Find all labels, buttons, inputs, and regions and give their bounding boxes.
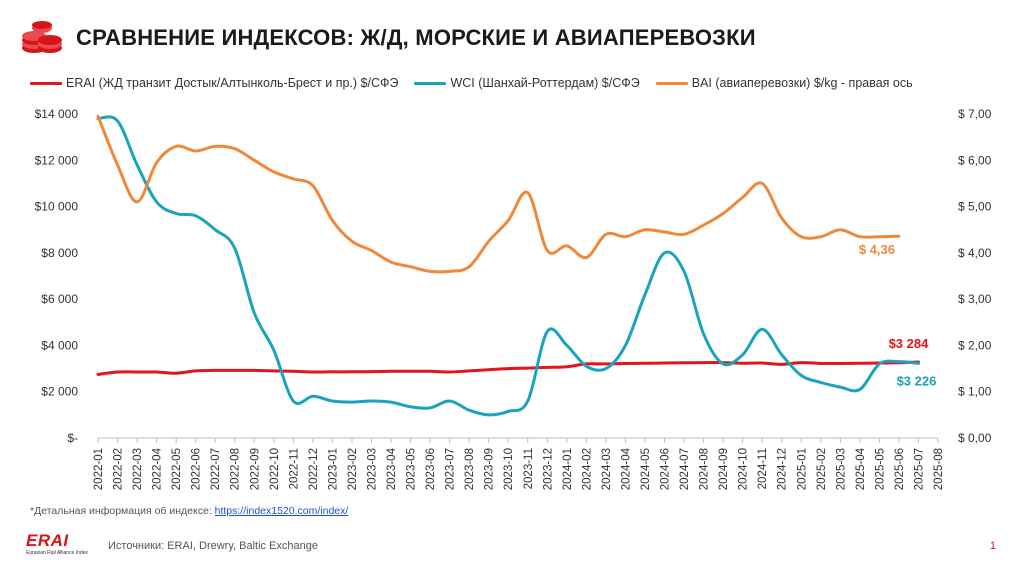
x-tick-label: 2024-03: [601, 448, 613, 490]
x-tick-label: 2025-07: [913, 448, 925, 490]
x-tick-label: 2025-01: [796, 448, 808, 490]
x-tick-label: 2023-12: [542, 448, 554, 490]
legend-label-erai: ERAI (ЖД транзит Достык/Алтынколь-Брест …: [66, 76, 399, 90]
y-left-tick-label: $12 000: [35, 153, 79, 167]
legend-item-wci: WCI (Шанхай-Роттердам) $/СФЭ: [414, 76, 640, 90]
y-left-tick-label: $10 000: [35, 200, 79, 214]
legend-label-wci: WCI (Шанхай-Роттердам) $/СФЭ: [450, 76, 640, 90]
x-tick-label: 2024-11: [757, 448, 769, 489]
x-tick-label: 2022-03: [132, 448, 144, 490]
y-right-tick-label: $ 3,00: [958, 292, 992, 306]
series-line-wci: [96, 115, 920, 417]
y-left-tick-label: $2 000: [41, 385, 78, 399]
x-tick-label: 2023-01: [327, 448, 339, 490]
x-tick-label: 2024-01: [562, 448, 574, 490]
y-right-tick-label: $ 1,00: [958, 385, 992, 399]
series-line-erai: [96, 360, 920, 376]
legend-swatch-erai: [30, 81, 62, 85]
x-tick-label: 2024-09: [718, 448, 730, 490]
x-tick-label: 2023-04: [386, 447, 398, 490]
logo-text: ERAI: [26, 531, 69, 550]
y-right-tick-label: $ 0,00: [958, 431, 992, 445]
x-tick-label: 2023-09: [484, 448, 496, 490]
footnote: *Детальная информация об индексе: https:…: [30, 505, 348, 517]
y-right-tick-label: $ 2,00: [958, 338, 992, 352]
x-tick-label: 2024-04: [620, 447, 632, 490]
x-tick-label: 2025-05: [874, 448, 886, 490]
x-tick-label: 2023-05: [406, 448, 418, 490]
x-tick-label: 2025-08: [933, 448, 945, 490]
x-tick-label: 2022-12: [308, 448, 320, 490]
x-tick-label: 2022-04: [152, 447, 164, 490]
x-tick-label: 2025-03: [835, 448, 847, 490]
x-tick-label: 2022-01: [93, 448, 105, 490]
x-tick-label: 2024-08: [699, 448, 711, 490]
y-right-tick-label: $ 4,00: [958, 246, 992, 260]
x-tick-label: 2023-06: [425, 448, 437, 490]
y-right-tick-label: $ 5,00: [958, 200, 992, 214]
x-tick-label: 2025-06: [894, 448, 906, 490]
y-left-tick-label: $4 000: [41, 338, 78, 352]
sources-text: Источники: ERAI, Drewry, Baltic Exchange: [108, 540, 319, 552]
end-label-erai: $3 284: [889, 336, 930, 351]
end-label-bai: $ 4,36: [859, 242, 895, 257]
x-tick-label: 2024-07: [679, 448, 691, 490]
title-row: СРАВНЕНИЕ ИНДЕКСОВ: Ж/Д, МОРСКИЕ И АВИАП…: [20, 18, 756, 58]
x-tick-label: 2022-07: [210, 448, 222, 490]
y-right-tick-label: $ 6,00: [958, 153, 992, 167]
x-tick-label: 2023-07: [445, 448, 457, 490]
legend-swatch-wci: [414, 81, 447, 85]
end-label-wci: $3 226: [897, 373, 937, 388]
coins-icon: [22, 21, 62, 53]
footnote-text: *Детальная информация об индексе:: [30, 505, 215, 517]
legend-swatch-bai: [655, 81, 688, 85]
y-left-tick-label: $14 000: [35, 107, 79, 121]
x-tick-label: 2022-05: [171, 448, 183, 490]
x-tick-label: 2023-10: [503, 448, 515, 490]
x-tick-label: 2022-02: [113, 448, 125, 490]
x-tick-label: 2024-05: [640, 448, 652, 490]
series-line-bai: [96, 114, 901, 274]
x-tick-label: 2023-08: [464, 448, 476, 490]
logo-subtitle: Eurasian Rail Alliance Index: [26, 550, 88, 556]
x-tick-label: 2023-03: [366, 448, 378, 490]
index-link[interactable]: https://index1520.com/index/: [214, 505, 349, 517]
erai-logo: ERAI Eurasian Rail Alliance Index: [26, 531, 88, 556]
x-tick-label: 2024-02: [581, 448, 593, 490]
page-title: СРАВНЕНИЕ ИНДЕКСОВ: Ж/Д, МОРСКИЕ И АВИАП…: [76, 25, 756, 50]
x-tick-label: 2022-10: [269, 448, 281, 490]
chart-legend: ERAI (ЖД транзит Достык/Алтынколь-Брест …: [30, 76, 929, 90]
y-right-tick-label: $ 7,00: [958, 107, 992, 121]
legend-item-erai: ERAI (ЖД транзит Достык/Алтынколь-Брест …: [30, 76, 398, 90]
y-left-tick-label: $6 000: [41, 292, 78, 306]
x-tick-label: 2023-02: [347, 448, 359, 490]
y-left-tick-label: $8 000: [41, 246, 78, 260]
legend-label-bai: BAI (авиаперевозки) $/kg - правая ось: [691, 76, 913, 90]
x-tick-label: 2022-08: [230, 448, 242, 490]
x-tick-label: 2025-04: [855, 447, 867, 490]
y-left-tick-label: $-: [67, 431, 78, 445]
page-number: 1: [989, 540, 996, 552]
x-tick-label: 2024-10: [738, 448, 750, 490]
x-tick-label: 2022-06: [191, 448, 203, 490]
x-tick-label: 2025-02: [816, 448, 828, 490]
x-tick-label: 2022-11: [288, 448, 300, 489]
x-tick-label: 2023-11: [523, 448, 535, 489]
x-tick-label: 2022-09: [249, 448, 261, 490]
x-tick-label: 2024-12: [777, 448, 789, 490]
x-tick-label: 2024-06: [660, 448, 672, 490]
legend-item-bai: BAI (авиаперевозки) $/kg - правая ось: [655, 76, 913, 90]
